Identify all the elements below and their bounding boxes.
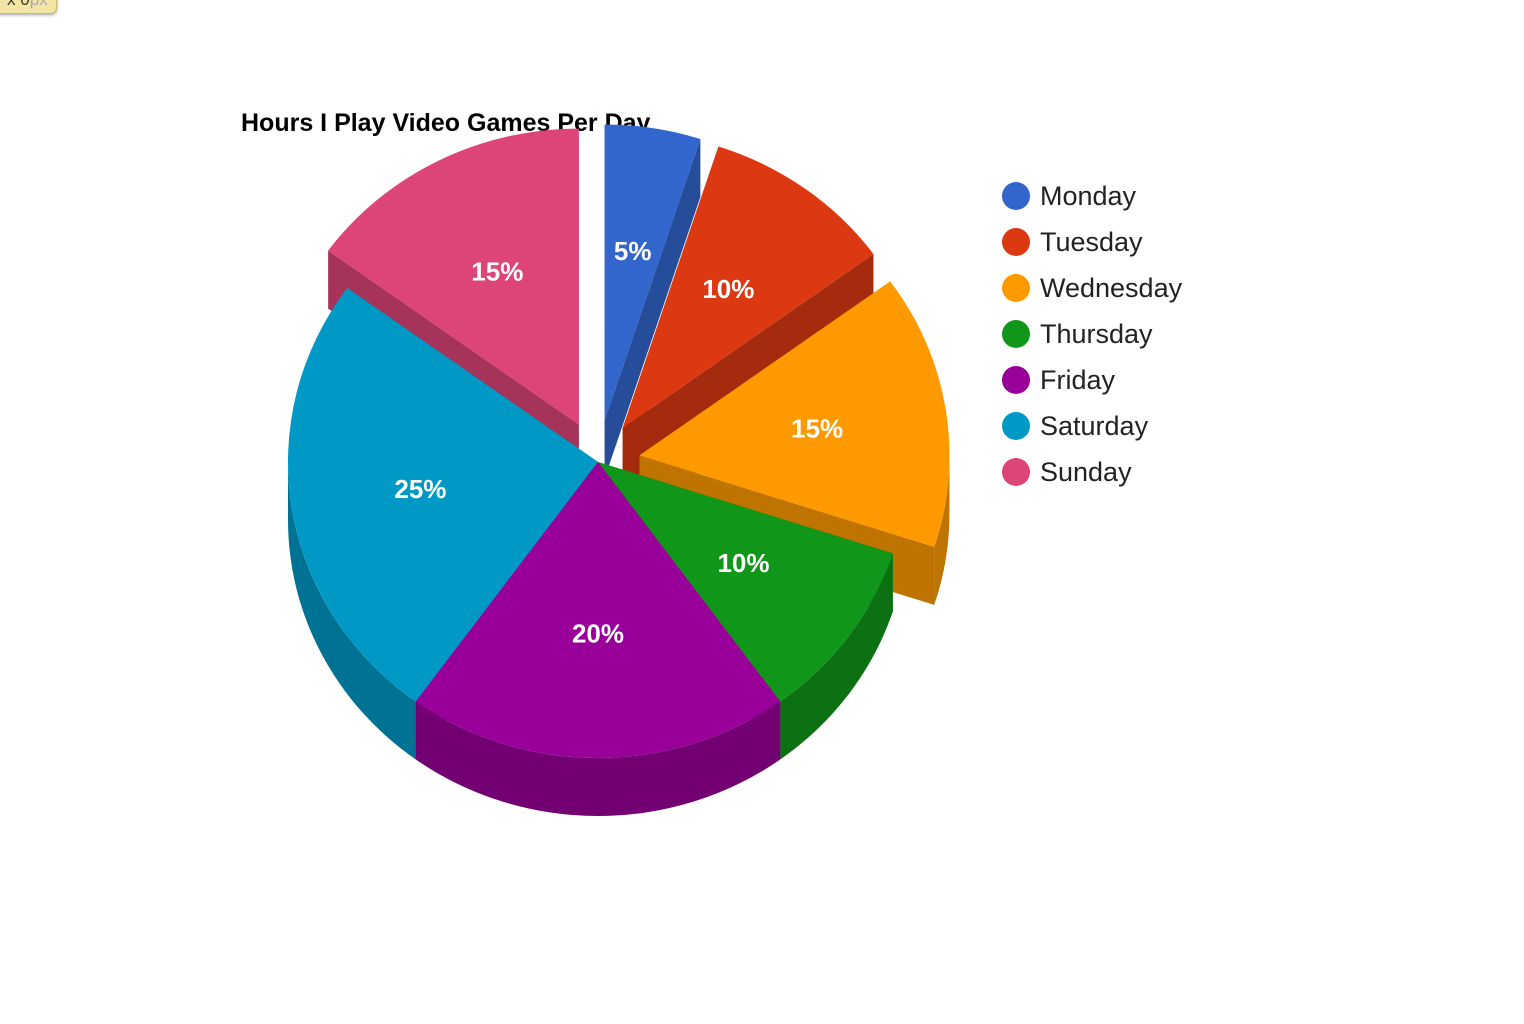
legend-swatch-wednesday	[1002, 274, 1030, 302]
slice-label-sunday: 15%	[471, 257, 523, 287]
slice-outer-wall-saturday	[288, 462, 416, 760]
slice-label-monday: 5%	[614, 236, 652, 266]
legend-swatch-monday	[1002, 182, 1030, 210]
slice-top-friday	[415, 462, 781, 758]
slice-outer-wall-friday	[415, 701, 781, 817]
slice-label-friday: 20%	[572, 619, 624, 649]
legend-label-wednesday: Wednesday	[1040, 273, 1183, 303]
legend-label-friday: Friday	[1040, 365, 1116, 395]
legend-item-friday: Friday	[1002, 365, 1116, 395]
coordinate-readout-unit: px	[30, 0, 48, 9]
legend-item-monday: Monday	[1002, 181, 1137, 211]
chart-legend: Monday Tuesday Wednesday Thursday Friday Satu…	[1002, 181, 1183, 487]
legend-swatch-thursday	[1002, 320, 1030, 348]
slice-label-saturday: 25%	[394, 474, 446, 504]
legend-item-wednesday: Wednesday	[1002, 273, 1183, 303]
legend-label-sunday: Sunday	[1040, 457, 1132, 487]
slice-top-tuesday	[622, 146, 874, 429]
slice-outer-wall-thursday	[780, 553, 893, 760]
pie-slices	[287, 124, 950, 817]
slice-label-tuesday: 10%	[702, 274, 754, 304]
legend-label-tuesday: Tuesday	[1040, 227, 1143, 257]
slice-top-thursday	[598, 462, 893, 702]
legend-item-thursday: Thursday	[1002, 319, 1153, 349]
slice-top-wednesday	[639, 281, 950, 547]
slice-top-monday	[604, 124, 701, 421]
legend-item-sunday: Sunday	[1002, 457, 1132, 487]
slice-top-saturday	[287, 288, 598, 702]
coordinate-readout-value: x 0	[7, 0, 30, 9]
slice-label-thursday: 10%	[717, 548, 769, 578]
legend-swatch-sunday	[1002, 458, 1030, 486]
legend-swatch-saturday	[1002, 412, 1030, 440]
coordinate-readout-badge: x 0px	[0, 0, 57, 14]
slice-label-wednesday: 15%	[791, 414, 843, 444]
legend-swatch-friday	[1002, 366, 1030, 394]
legend-label-thursday: Thursday	[1040, 319, 1153, 349]
slice-labels: 5% 15% 10% 15% 25% 10% 20%	[394, 236, 843, 649]
legend-swatch-tuesday	[1002, 228, 1030, 256]
slice-side-wall-monday-end	[604, 139, 701, 479]
chart-title: Hours I Play Video Games Per Day	[241, 109, 651, 137]
legend-item-tuesday: Tuesday	[1002, 227, 1143, 257]
legend-item-saturday: Saturday	[1002, 411, 1149, 441]
pie-slice-monday	[604, 124, 701, 479]
slice-top-sunday	[328, 128, 579, 425]
pie-slice-friday	[415, 462, 781, 817]
legend-label-monday: Monday	[1040, 181, 1137, 211]
slice-outer-wall-wednesday	[934, 455, 950, 605]
legend-label-saturday: Saturday	[1040, 411, 1149, 441]
